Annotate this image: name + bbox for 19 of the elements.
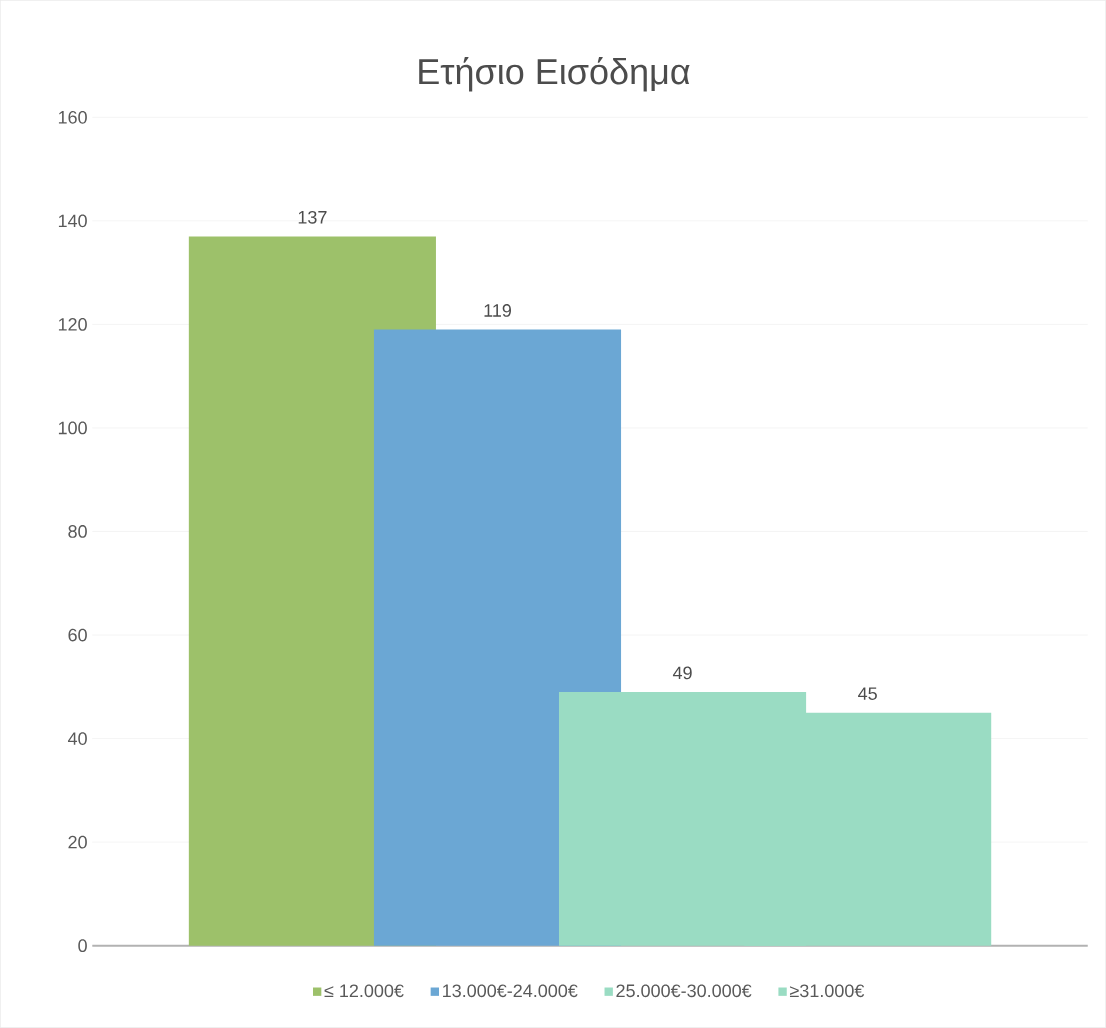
- legend-label: 13.000€-24.000€: [443, 984, 578, 998]
- y-tick-label: 0: [78, 939, 87, 953]
- data-label: 45: [858, 687, 877, 700]
- legend-label: ≤ 12.000€: [324, 984, 404, 998]
- y-tick-label: 40: [67, 732, 87, 745]
- y-tick-label: 120: [58, 318, 87, 331]
- y-tick-label: 140: [58, 214, 87, 228]
- data-label: 119: [484, 304, 511, 317]
- legend-label: ≥31.000€: [789, 984, 865, 998]
- y-tick-label: 100: [58, 421, 87, 435]
- y-tick-label: 160: [58, 110, 87, 124]
- data-label: 137: [298, 210, 327, 224]
- y-tick-label: 60: [68, 628, 87, 642]
- y-tick-label: 20: [68, 835, 87, 849]
- bar: [373, 329, 622, 946]
- chart-title: Ετήσιο Εισόδημα: [419, 57, 690, 92]
- data-label: 49: [672, 666, 692, 680]
- y-tick-label: 80: [68, 525, 87, 538]
- legend-label: 25.000€-30.000€: [616, 984, 752, 998]
